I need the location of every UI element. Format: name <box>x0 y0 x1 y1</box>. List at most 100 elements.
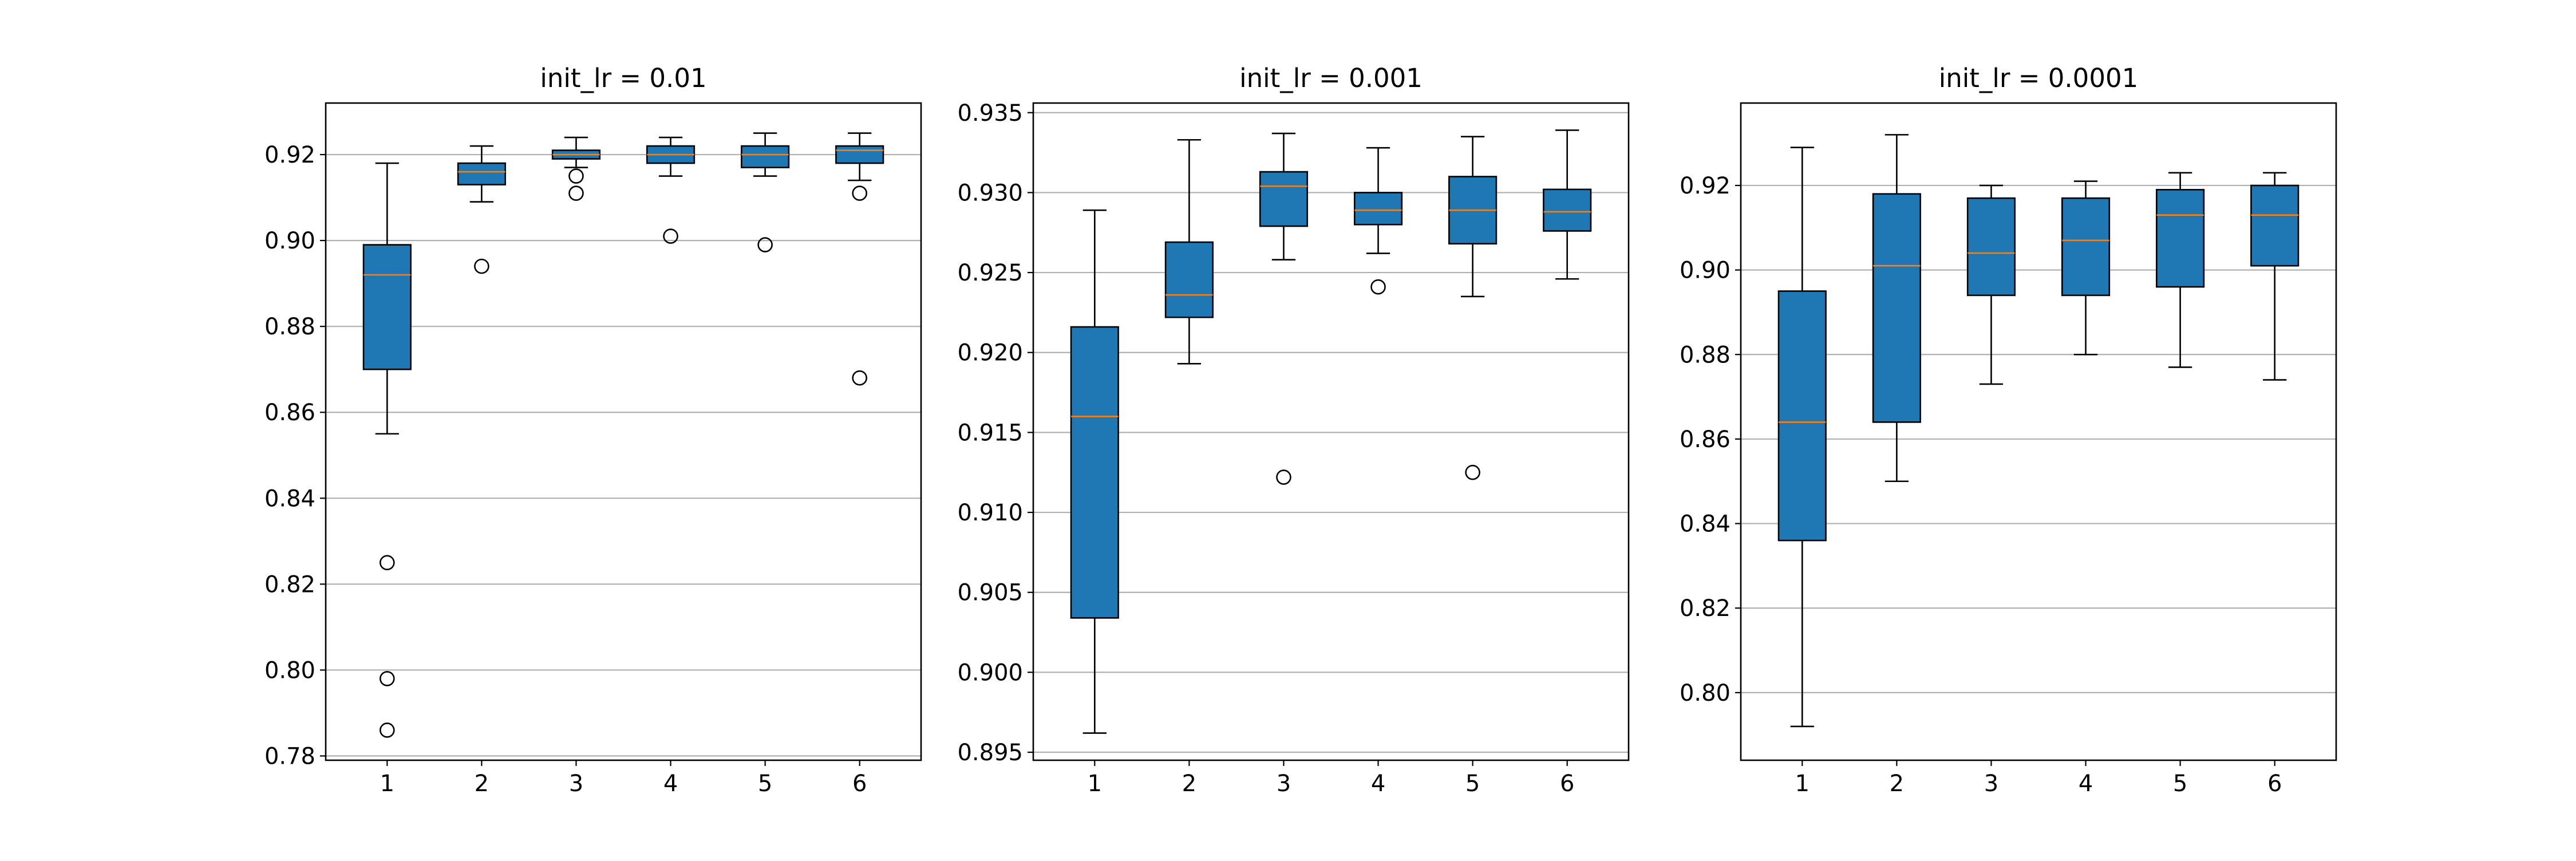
iqr-box <box>741 145 790 168</box>
y-tick-label: 0.80 <box>1680 680 1730 706</box>
iqr-box <box>2156 189 2205 288</box>
box-group-1 <box>362 162 412 738</box>
x-tick-label: 5 <box>758 771 772 797</box>
y-tick-label: 0.905 <box>957 580 1023 606</box>
iqr-box <box>1353 192 1403 226</box>
iqr-box <box>1070 326 1119 619</box>
panel-title: init_lr = 0.001 <box>1239 63 1423 93</box>
box-group-1 <box>1777 147 1827 728</box>
y-tick-label: 0.895 <box>957 740 1023 766</box>
iqr-box <box>1543 188 1592 232</box>
box-group-3 <box>551 136 601 201</box>
iqr-box <box>1164 241 1214 318</box>
box-group-6 <box>1543 129 1592 280</box>
axes-frame <box>1032 102 1630 761</box>
x-tick-label: 3 <box>569 771 583 797</box>
outlier-point <box>380 671 395 686</box>
box-group-5 <box>2156 172 2205 368</box>
y-tick-label: 0.900 <box>957 659 1023 686</box>
x-tick-label: 3 <box>1277 771 1291 797</box>
x-tick-label: 2 <box>1890 771 1904 797</box>
outlier-point <box>757 237 773 252</box>
y-tick-label: 0.78 <box>264 743 315 769</box>
y-tick-label: 0.86 <box>1680 426 1730 453</box>
outlier-point <box>852 185 867 201</box>
outlier-point <box>663 228 678 244</box>
y-tick-label: 0.86 <box>264 400 315 426</box>
x-tick-label: 5 <box>2173 771 2187 797</box>
iqr-box <box>1872 193 1921 423</box>
iqr-box <box>2061 197 2111 297</box>
y-tick-label: 0.910 <box>957 500 1023 526</box>
box-group-6 <box>835 132 884 386</box>
box-group-2 <box>1164 139 1214 365</box>
iqr-box <box>835 145 884 164</box>
box-group-2 <box>1872 134 1921 483</box>
axes-frame <box>325 102 922 761</box>
y-tick-label: 0.90 <box>1680 258 1730 284</box>
outlier-point <box>568 168 584 184</box>
box-group-1 <box>1070 209 1119 734</box>
box-group-5 <box>1448 136 1498 480</box>
y-tick-label: 0.84 <box>1680 511 1730 538</box>
y-tick-label: 0.935 <box>957 100 1023 127</box>
y-tick-label: 0.80 <box>264 657 315 684</box>
outlier-point <box>1276 469 1291 485</box>
iqr-box <box>362 244 412 370</box>
x-tick-label: 1 <box>1795 771 1809 797</box>
panel-title: init_lr = 0.01 <box>540 63 706 93</box>
y-tick-label: 0.930 <box>957 180 1023 206</box>
x-tick-label: 4 <box>1371 771 1385 797</box>
x-tick-label: 1 <box>380 771 394 797</box>
y-tick-label: 0.84 <box>264 485 315 512</box>
x-tick-label: 4 <box>2079 771 2093 797</box>
x-tick-label: 3 <box>1984 771 1998 797</box>
y-tick-label: 0.925 <box>957 260 1023 286</box>
y-tick-label: 0.92 <box>1680 173 1730 199</box>
box-group-6 <box>2250 172 2300 381</box>
x-tick-label: 2 <box>475 771 489 797</box>
y-tick-label: 0.88 <box>264 314 315 340</box>
panel-init-lr-0.01: init_lr = 0.01 0.78 0.80 0.82 0.84 0.86 0.88 0… <box>264 63 922 797</box>
y-tick-label: 0.82 <box>264 571 315 598</box>
x-tick-label: 2 <box>1182 771 1196 797</box>
outlier-point <box>568 185 584 201</box>
iqr-box <box>457 162 506 185</box>
y-tick-label: 0.92 <box>264 142 315 168</box>
box-group-4 <box>1353 147 1403 295</box>
y-tick-label: 0.920 <box>957 340 1023 366</box>
x-tick-label: 5 <box>1465 771 1480 797</box>
iqr-box <box>2250 184 2300 267</box>
box-group-3 <box>1966 184 2016 385</box>
box-group-5 <box>741 132 790 252</box>
box-group-3 <box>1259 132 1309 485</box>
outlier-point <box>852 370 867 386</box>
x-tick-label: 1 <box>1088 771 1102 797</box>
y-tick-label: 0.915 <box>957 420 1023 446</box>
box-group-4 <box>646 136 696 244</box>
iqr-box <box>1259 171 1309 227</box>
outlier-point <box>1370 279 1386 295</box>
outlier-point <box>380 722 395 738</box>
x-tick-label: 6 <box>2267 771 2282 797</box>
y-tick-label: 0.82 <box>1680 595 1730 622</box>
x-tick-label: 6 <box>1560 771 1574 797</box>
y-tick-label: 0.90 <box>264 228 315 254</box>
panel-title: init_lr = 0.0001 <box>1939 63 2138 93</box>
x-tick-label: 4 <box>663 771 678 797</box>
iqr-box <box>1966 197 2016 297</box>
x-tick-label: 6 <box>852 771 867 797</box>
iqr-box <box>1777 290 1827 542</box>
outlier-point <box>474 258 489 274</box>
axes-frame <box>1740 102 2337 761</box>
box-group-4 <box>2061 180 2111 356</box>
outlier-point <box>1465 464 1480 480</box>
box-group-2 <box>457 145 506 274</box>
outlier-point <box>380 555 395 571</box>
panel-init-lr-0.001: init_lr = 0.001 0.895 0.900 0.905 0.910 0.91… <box>957 63 1630 797</box>
y-tick-label: 0.88 <box>1680 342 1730 368</box>
panel-init-lr-0.0001: init_lr = 0.0001 0.80 0.82 0.84 0.86 0.88 0.9… <box>1680 63 2337 797</box>
